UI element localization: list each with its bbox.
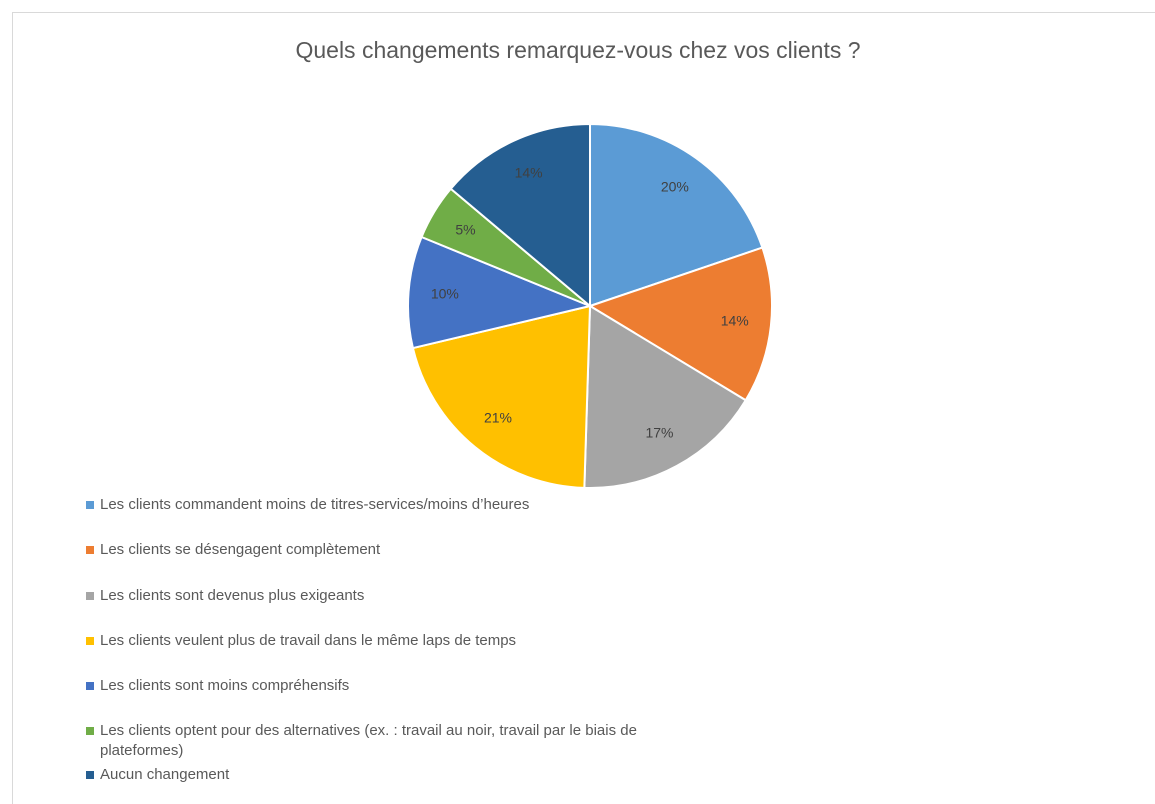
legend-swatch bbox=[86, 501, 94, 509]
legend-swatch bbox=[86, 546, 94, 554]
legend-item: Les clients optent pour des alternatives… bbox=[86, 721, 701, 761]
legend-swatch bbox=[86, 771, 94, 779]
pie-slice bbox=[587, 246, 773, 402]
data-label: 21% bbox=[484, 410, 512, 426]
legend-swatch bbox=[86, 637, 94, 645]
chart-border bbox=[12, 12, 1155, 804]
pie-slice bbox=[449, 122, 591, 309]
legend-item: Les clients veulent plus de travail dans… bbox=[86, 631, 701, 651]
pie-slice bbox=[583, 304, 748, 489]
pie-slice bbox=[589, 122, 764, 308]
legend-item: Les clients se désengagent complètement bbox=[86, 540, 701, 560]
legend-item: Les clients sont devenus plus exigeants bbox=[86, 586, 701, 606]
pie-slice bbox=[407, 235, 594, 350]
legend-label: Les clients se désengagent complètement bbox=[100, 541, 381, 558]
legend-item: Les clients sont moins compréhensifs bbox=[86, 676, 701, 696]
data-label: 10% bbox=[431, 285, 459, 301]
data-label: 14% bbox=[515, 165, 543, 181]
data-label: 20% bbox=[661, 178, 689, 194]
legend-swatch bbox=[86, 682, 94, 690]
legend-swatch bbox=[86, 727, 94, 735]
legend-label: Les clients veulent plus de travail dans… bbox=[100, 632, 517, 649]
legend-item: Aucun changement bbox=[86, 765, 701, 785]
legend-item: Les clients commandent moins de titres-s… bbox=[86, 495, 701, 515]
chart-title: Quels changements remarquez-vous chez vo… bbox=[295, 37, 860, 63]
legend-label: Les clients sont moins compréhensifs bbox=[100, 677, 350, 694]
data-label: 14% bbox=[721, 313, 749, 329]
legend-label: Les clients sont devenus plus exigeants bbox=[100, 587, 365, 604]
legend-label: Les clients commandent moins de titres-s… bbox=[100, 496, 530, 513]
data-label: 5% bbox=[455, 221, 475, 237]
pie-slice bbox=[411, 304, 592, 489]
data-label: 17% bbox=[645, 425, 673, 441]
legend-label: Aucun changement bbox=[100, 766, 230, 783]
legend-label: Les clients optent pour des alternatives… bbox=[100, 722, 637, 759]
legend-swatch bbox=[86, 592, 94, 600]
